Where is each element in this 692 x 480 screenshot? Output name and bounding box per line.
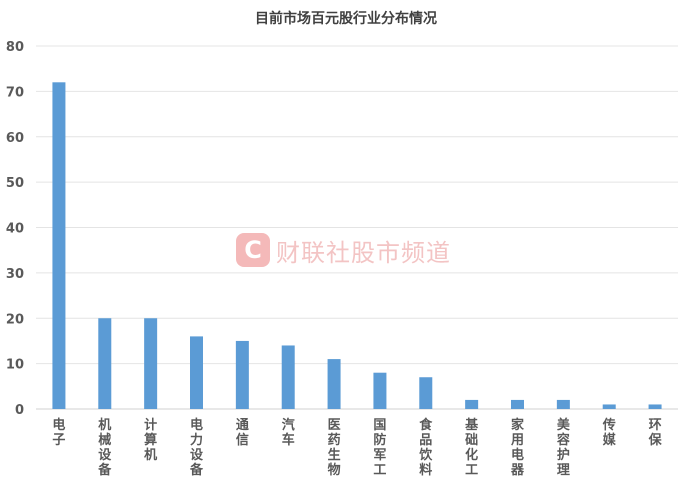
bar (144, 318, 158, 409)
bar (648, 404, 662, 409)
x-tick-label: 电子 (52, 417, 65, 448)
bar (602, 404, 616, 409)
y-tick-label: 20 (6, 312, 24, 327)
y-tick-label: 0 (15, 403, 24, 418)
x-tick-label: 电力设备 (189, 417, 204, 478)
bar (511, 399, 524, 409)
bar (190, 336, 203, 409)
bar (327, 359, 341, 409)
y-tick-label: 30 (6, 267, 24, 282)
x-tick-label: 基础化工 (464, 417, 479, 478)
x-tick-label: 国防军工 (373, 418, 386, 478)
x-tick-label: 机械设备 (97, 417, 112, 478)
x-tick-label: 通信 (236, 417, 249, 448)
y-tick-label: 10 (6, 358, 24, 373)
bar (419, 377, 433, 409)
bar (556, 399, 570, 409)
x-tick-label: 计算机 (144, 417, 157, 463)
x-tick-label: 医药生物 (328, 418, 341, 478)
y-tick-label: 40 (6, 222, 24, 237)
bar (281, 345, 295, 409)
x-tick-label: 食品饮料 (418, 417, 433, 478)
bar (235, 340, 249, 409)
bar (373, 372, 387, 409)
bar (465, 399, 479, 409)
bar (52, 82, 66, 410)
y-tick-label: 50 (6, 176, 24, 191)
y-tick-label: 80 (6, 40, 24, 55)
x-tick-label: 汽车 (282, 417, 295, 448)
watermark-logo: C (236, 233, 270, 267)
bar (98, 318, 112, 409)
x-tick-label: 美容护理 (556, 417, 571, 478)
x-tick-label: 传媒 (602, 417, 617, 448)
x-tick-label: 环保 (648, 418, 663, 448)
watermark-text: 财联社股市频道 (276, 238, 451, 267)
x-tick-label: 家用电器 (510, 417, 525, 478)
chart-title: 目前市场百元股行业分布情况 (255, 11, 437, 27)
y-tick-label: 60 (6, 131, 24, 146)
y-tick-label: 70 (6, 85, 24, 100)
watermark: C 财联社股市频道 (236, 232, 451, 268)
